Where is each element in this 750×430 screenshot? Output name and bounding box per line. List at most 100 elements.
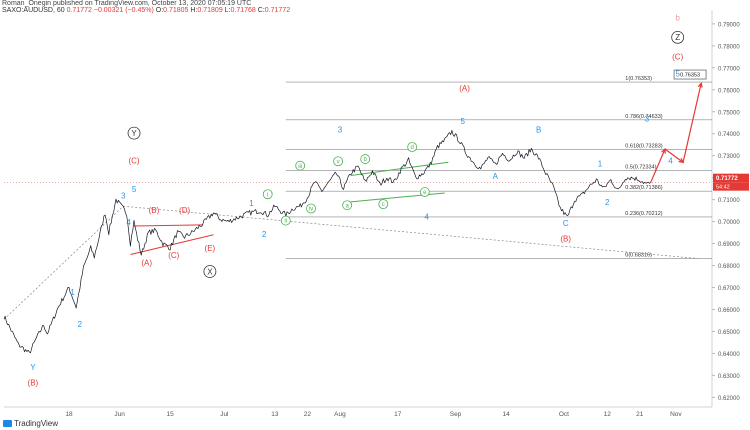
target-box [673,69,707,80]
wave-label-circle [378,199,389,210]
x-tick-label: 15 [167,411,175,418]
y-tick-label: 0.77000 [718,66,740,72]
wave-label: C [563,219,569,228]
wave-label: 1 [598,160,603,169]
trendline [350,161,449,176]
wave-label: (C) [168,251,179,260]
wave-label: (B) [560,234,571,243]
y-tick-label: 0.65000 [718,330,740,336]
wave-label: 4 [668,156,673,165]
wave-label: Y [30,363,36,372]
trendline [134,224,203,227]
y-tick-label: 0.71000 [718,198,740,204]
y-tick-label: 0.62000 [718,396,740,402]
open-value: 0.71805 [163,7,189,14]
y-tick-label: 0.79000 [718,22,740,28]
high-value: 0.71809 [197,7,223,14]
fib-level-label: 0.382(0.71386) [625,185,662,191]
last-value: 0.71772 [66,7,92,14]
wave-label: 3 [645,115,650,124]
fib-level-label: 0.236(0.70212) [625,211,662,217]
x-tick-label: 17 [394,411,402,418]
wave-label: (B) [28,378,39,387]
fib-level-label: 0(0.68316) [625,253,652,259]
wave-label: (C) [672,52,683,61]
x-tick-label: Jun [114,411,125,418]
wave-label-circle [127,126,141,140]
wave-label: 1 [249,199,254,208]
wave-label: 4 [424,212,429,221]
wave-label: (D) [179,206,190,215]
projection-arrowhead [678,158,685,164]
wave-label: v [337,159,340,165]
wave-label-circle [203,265,217,278]
wave-label-circle [419,187,430,197]
x-tick-label: 18 [65,411,73,418]
wave-label: (E) [205,244,216,253]
fib-level-label: 0.786(0.74633) [625,114,662,120]
wave-label: 5 [461,117,466,126]
wave-label: b [364,157,368,163]
x-tick-label: 21 [636,411,644,418]
wave-label: 3 [338,126,343,135]
y-tick-label: 0.78000 [718,44,740,50]
tradingview-brand[interactable]: TradingView [3,419,58,428]
wave-label: (A) [459,84,470,93]
wave-label: iii [298,164,302,170]
y-tick-label: 0.70000 [718,220,740,226]
symbol-name: SAXO:AUDUSD, 60 [2,7,65,14]
wave-label: 3 [121,192,126,201]
wave-label: 5 [132,185,137,194]
x-tick-label: 13 [271,411,279,418]
wave-label: b [675,14,680,23]
x-tick-label: 14 [502,411,510,418]
fib-level-label: 0.618(0.73283) [625,143,662,149]
target-box-label: 0.76353 [680,73,700,79]
open-label: O: [155,7,164,14]
wave-label-circle [306,203,316,214]
wave-label: X [207,267,213,276]
y-tick-label: 0.67000 [718,286,740,292]
y-tick-label: 0.73000 [718,154,740,160]
projection-arrowhead [661,147,666,154]
price-change: −0.00321 (−0.45%) [93,7,154,14]
y-tick-label: 0.63000 [718,374,740,380]
trendline [123,205,698,259]
wave-label: Y [131,129,137,138]
current-price-tag [713,173,749,183]
y-tick-label: 0.68000 [718,264,740,270]
trendline [3,205,124,320]
wave-label-circle [280,215,291,226]
wave-label-circle [342,200,353,211]
fib-level-label: 0.5(0.72334) [625,164,656,170]
close-label: C: [257,7,265,14]
wave-label-circle [295,160,306,171]
x-tick-label: Oct [559,411,569,418]
fib-level-label: 1(0.76353) [625,76,652,82]
trendline [130,234,214,256]
wave-label: A [493,172,499,181]
symbol-legend: SAXO:AUDUSD, 60 0.71772 −0.00321 (−0.45%… [2,7,290,14]
x-tick-label: Sep [450,411,462,418]
tradingview-logo-icon [3,420,12,427]
wave-label: Z [675,33,680,42]
x-tick-label: Nov [670,411,682,418]
wave-label: (C) [128,156,139,165]
publisher-line: Roman_Onegin published on TradingView.co… [2,0,252,7]
wave-label: i [267,192,268,198]
wave-label: e [423,190,427,196]
countdown-tag [713,182,749,191]
x-tick-label: 22 [304,411,312,418]
x-tick-label: Aug [334,411,346,418]
wave-label: (A) [141,259,152,268]
wave-label: 1 [70,288,75,297]
price-series-line [3,130,651,354]
x-tick-label: Jul [220,411,229,418]
x-tick-label: 12 [604,411,612,418]
wave-label: d [411,145,414,151]
wave-label: 2 [605,198,610,207]
close-value: 0.71772 [264,7,291,14]
wave-label: 2 [78,320,83,329]
wave-label: iv [309,207,313,213]
